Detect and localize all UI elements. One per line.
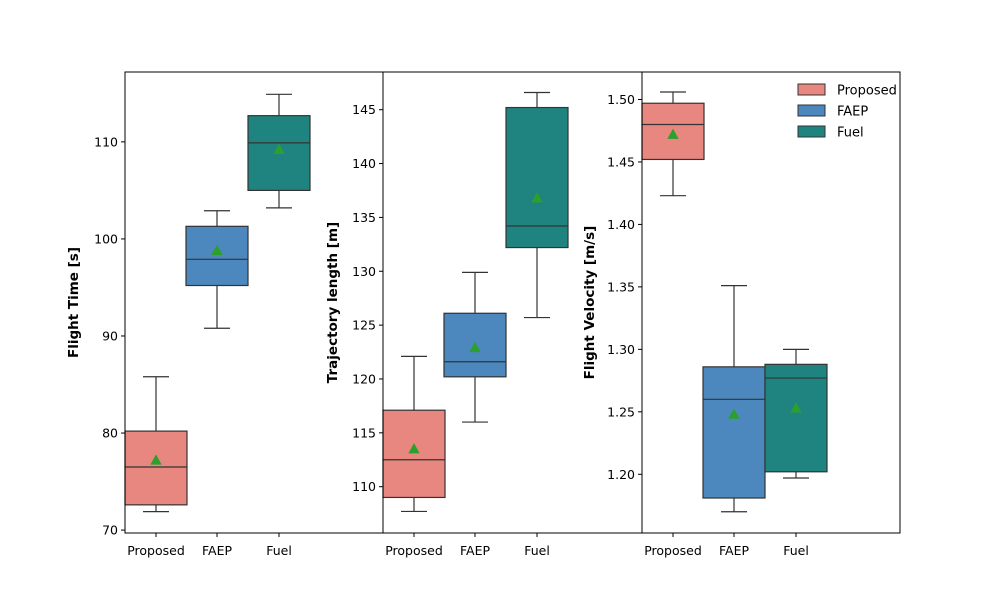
y-axis-label: Trajectory length [m] [325, 222, 341, 383]
y-tick-label: 1.50 [607, 92, 635, 107]
y-tick-label: 120 [352, 371, 376, 386]
x-tick-label: FAEP [460, 543, 490, 558]
y-tick-label: 145 [352, 102, 376, 117]
x-tick-label: Proposed [127, 543, 185, 558]
box-proposed [382, 409, 446, 499]
box-fuel [505, 106, 569, 249]
mean-marker [531, 192, 543, 203]
mean-marker [273, 143, 285, 155]
y-tick-label: 90 [102, 328, 118, 343]
x-tick-label: Fuel [266, 543, 292, 558]
y-tick-label: 1.25 [607, 404, 635, 419]
mean-marker [728, 408, 740, 419]
legend-swatch-proposed [797, 83, 826, 96]
y-tick-label: 110 [352, 479, 376, 494]
legend-label: Proposed [837, 84, 897, 99]
box-faep [185, 225, 249, 287]
y-tick-label: 115 [352, 425, 376, 440]
y-tick-label: 70 [102, 523, 118, 538]
legend-label: FAEP [837, 105, 868, 120]
legend-swatch-faep [797, 104, 826, 117]
x-tick-label: Proposed [385, 543, 443, 558]
y-axis-label: Flight Velocity [m/s] [582, 226, 598, 380]
y-tick-label: 110 [94, 134, 118, 149]
x-tick-label: Fuel [524, 543, 550, 558]
y-tick-label: 100 [94, 231, 118, 246]
legend-label: Fuel [837, 126, 864, 141]
x-tick-label: Fuel [783, 543, 809, 558]
legend-swatch-fuel [797, 125, 826, 138]
x-tick-label: Proposed [644, 543, 702, 558]
y-tick-label: 140 [352, 156, 376, 171]
y-tick-label: 125 [352, 318, 376, 333]
y-tick-label: 80 [102, 426, 118, 441]
y-tick-label: 1.40 [607, 217, 635, 232]
y-tick-label: 135 [352, 210, 376, 225]
y-tick-label: 1.30 [607, 342, 635, 357]
panel-frame [641, 71, 901, 534]
mean-marker [150, 454, 162, 465]
mean-marker [408, 443, 420, 454]
mean-marker [211, 244, 223, 255]
y-tick-label: 1.20 [607, 467, 635, 482]
mean-marker [667, 128, 679, 139]
mean-marker [469, 341, 481, 353]
box-fuel [764, 363, 828, 473]
x-tick-label: FAEP [202, 543, 232, 558]
mean-marker [790, 402, 802, 413]
y-tick-label: 1.45 [607, 154, 635, 169]
y-tick-label: 130 [352, 264, 376, 279]
y-axis-label: Flight Time [s] [66, 247, 82, 358]
box-faep [702, 366, 766, 499]
box-proposed [124, 430, 188, 506]
x-tick-label: FAEP [719, 543, 749, 558]
y-tick-label: 1.35 [607, 279, 635, 294]
